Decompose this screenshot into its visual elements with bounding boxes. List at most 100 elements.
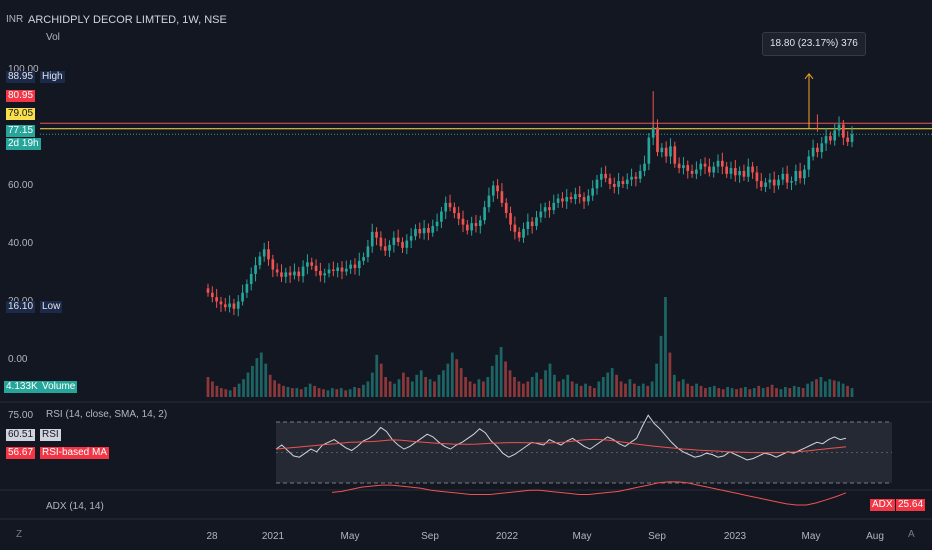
rsi-title[interactable]: RSI (14, close, SMA, 14, 2) — [46, 409, 168, 420]
candle-body — [682, 165, 685, 169]
volume-bar — [655, 363, 658, 397]
candle-body — [578, 194, 582, 198]
volume-bar — [704, 388, 707, 397]
volume-bar — [406, 377, 410, 397]
candle-body — [219, 301, 223, 305]
candle-body — [288, 272, 292, 276]
volume-bar — [357, 388, 361, 397]
volume-bar — [757, 385, 761, 397]
volume-bar — [299, 389, 303, 397]
candle-body — [574, 194, 577, 200]
time-tick-label: 28 — [206, 531, 218, 542]
volume-bar — [490, 365, 494, 397]
volume-bar — [606, 372, 610, 397]
volume-bar — [255, 358, 259, 397]
volume-bar — [237, 383, 241, 397]
volume-bar — [672, 374, 676, 397]
candle-body — [837, 124, 841, 131]
volume-legend[interactable]: Vol — [46, 32, 60, 43]
adx-line — [331, 481, 847, 506]
candle-body — [803, 169, 806, 179]
time-tick-label: May — [341, 531, 360, 542]
volume-bar — [424, 377, 428, 397]
candle-body — [612, 184, 616, 187]
volume-bar — [610, 368, 614, 397]
volume-bar — [593, 388, 596, 397]
volume-bar — [690, 385, 694, 397]
candle-body — [638, 170, 642, 179]
candle-body — [829, 136, 832, 141]
candle-body — [357, 260, 361, 269]
time-tick-label: 2021 — [262, 531, 285, 542]
price-tick-label: 40.00 — [8, 238, 33, 249]
timezone-icon[interactable]: Z — [16, 529, 23, 540]
candle-body — [742, 170, 746, 177]
candle-body — [634, 176, 638, 179]
candle-body — [526, 221, 530, 229]
candle-body — [651, 127, 655, 138]
candle-body — [561, 198, 564, 202]
candle-body — [604, 173, 607, 179]
time-tick-label: May — [573, 531, 592, 542]
candle-body — [284, 272, 288, 277]
auto-scale-icon[interactable]: A — [908, 529, 915, 540]
volume-bar — [330, 388, 334, 397]
low-label-badge: Low — [40, 301, 63, 313]
volume-bar — [410, 381, 414, 397]
candle-body — [850, 134, 854, 142]
candle-body — [375, 231, 378, 238]
candle-body — [409, 236, 413, 241]
volume-bar — [308, 383, 312, 397]
volume-bar — [681, 379, 685, 397]
candle-body — [396, 237, 400, 242]
candle-body — [500, 191, 504, 203]
volume-bar — [344, 390, 348, 397]
volume-bar — [548, 363, 552, 397]
volume-bar — [770, 384, 774, 397]
candle-body — [695, 169, 698, 174]
candle-body — [690, 170, 694, 174]
candle-body — [686, 165, 690, 171]
volume-bar — [601, 377, 605, 397]
candle-body — [254, 265, 257, 274]
volume-bar — [823, 381, 827, 397]
candle-body — [513, 224, 517, 232]
candle-body — [716, 160, 720, 167]
volume-bar — [837, 381, 841, 397]
volume-bar — [686, 383, 690, 397]
candle-body — [457, 213, 461, 219]
candle-body — [798, 170, 802, 179]
volume-bar — [481, 381, 485, 397]
volume-bar — [419, 370, 423, 397]
volume-bar — [624, 383, 627, 397]
candle-body — [664, 147, 668, 157]
candle-body — [370, 231, 374, 247]
volume-bar — [286, 387, 290, 397]
volume-bar — [273, 380, 276, 397]
volume-bar — [815, 379, 818, 397]
candle-body — [392, 237, 396, 245]
volume-bar — [228, 390, 232, 397]
volume-bar — [459, 368, 463, 397]
volume-bar — [641, 383, 645, 397]
candle-body — [465, 224, 469, 231]
candle-body — [647, 137, 651, 164]
symbol-title[interactable]: ARCHIDPLY DECOR LIMTED, 1W, NSE — [28, 14, 227, 26]
candle-body — [720, 160, 724, 167]
measure-label: 18.80 (23.17%) 376 — [762, 32, 866, 56]
candle-body — [569, 197, 573, 200]
volume-bar — [304, 387, 308, 397]
candle-body — [483, 207, 486, 221]
adx-title[interactable]: ADX (14, 14) — [46, 501, 104, 512]
candle-body — [790, 181, 793, 183]
candle-body — [275, 269, 279, 273]
volume-bar — [597, 381, 601, 397]
volume-bar — [650, 381, 654, 397]
candle-body — [478, 220, 482, 227]
candle-body — [262, 249, 266, 257]
candle-body — [699, 163, 703, 170]
volume-bar — [828, 379, 832, 397]
candle-body — [846, 137, 850, 142]
volume-bar — [619, 381, 623, 397]
